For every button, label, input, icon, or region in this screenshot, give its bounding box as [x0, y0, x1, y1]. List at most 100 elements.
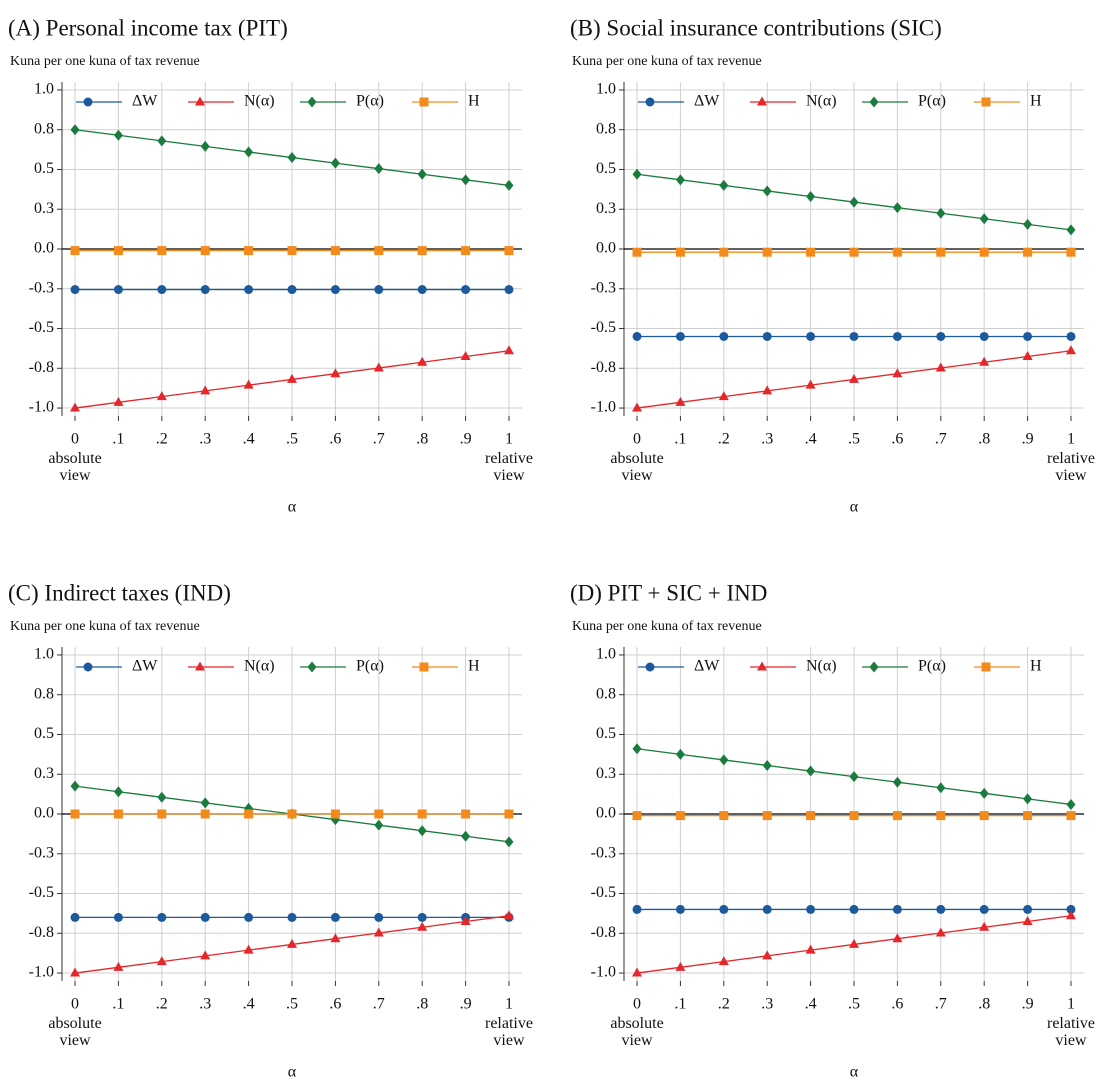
x-tick-label: .3 — [199, 996, 211, 1013]
marker — [1022, 351, 1033, 361]
marker — [244, 146, 254, 158]
y-tick-label: 0.3 — [34, 200, 54, 217]
marker — [70, 967, 81, 977]
x-tick-label: .9 — [1022, 431, 1034, 448]
marker — [419, 662, 429, 672]
legend-label: P(α) — [356, 658, 384, 675]
legend-label: ΔW — [694, 93, 720, 110]
marker — [419, 97, 429, 107]
marker — [157, 285, 167, 295]
x-tick-label: .7 — [935, 431, 947, 448]
marker — [981, 662, 991, 672]
panel-title: (A) Personal income tax (PIT) — [8, 15, 288, 40]
y-axis-label: Kuna per one kuna of tax revenue — [10, 54, 200, 69]
marker — [330, 368, 341, 378]
x-tick-label: .6 — [329, 996, 341, 1013]
marker — [1066, 331, 1076, 341]
x-tick-label: .1 — [674, 431, 686, 448]
marker — [892, 811, 902, 821]
y-tick-label: 0.5 — [596, 725, 616, 742]
marker — [461, 830, 471, 842]
marker — [762, 331, 772, 341]
marker — [244, 912, 254, 922]
marker — [287, 152, 297, 164]
marker — [113, 396, 124, 406]
y-axis-label: Kuna per one kuna of tax revenue — [10, 619, 200, 634]
x-tick-label: 1 — [1067, 996, 1075, 1013]
marker — [374, 912, 384, 922]
marker — [675, 961, 686, 971]
x-note: relative view — [484, 450, 533, 484]
marker — [979, 213, 989, 225]
y-tick-label: -0.3 — [591, 844, 616, 861]
x-tick-label: .1 — [674, 996, 686, 1013]
marker — [892, 776, 902, 788]
marker — [113, 129, 123, 141]
x-tick-label: .9 — [460, 431, 472, 448]
marker — [504, 836, 514, 848]
x-tick-label: .7 — [373, 996, 385, 1013]
marker — [461, 246, 471, 256]
marker — [892, 247, 902, 257]
marker — [287, 938, 297, 948]
marker — [806, 191, 816, 203]
marker — [936, 904, 946, 914]
marker — [374, 163, 384, 175]
y-tick-label: 0.0 — [596, 805, 616, 822]
y-tick-label: 1.0 — [596, 646, 616, 663]
marker — [287, 285, 297, 295]
marker — [806, 331, 816, 341]
y-axis-label: Kuna per one kuna of tax revenue — [572, 619, 762, 634]
legend-label: H — [468, 93, 480, 110]
x-tick-label: .2 — [718, 996, 730, 1013]
x-tick-label: 1 — [1067, 431, 1075, 448]
y-tick-label: 1.0 — [34, 81, 54, 98]
marker — [70, 124, 80, 136]
marker — [200, 950, 211, 960]
marker — [1065, 345, 1076, 355]
marker — [892, 933, 903, 943]
x-axis-label: α — [288, 499, 297, 516]
marker — [461, 809, 471, 819]
x-tick-label: 1 — [505, 996, 513, 1013]
marker — [195, 661, 205, 671]
marker — [1023, 331, 1033, 341]
marker — [935, 362, 946, 372]
marker — [936, 331, 946, 341]
marker — [503, 910, 514, 920]
marker — [849, 811, 859, 821]
marker — [849, 373, 859, 383]
marker — [979, 904, 989, 914]
x-tick-label: .2 — [156, 431, 168, 448]
y-tick-label: -1.0 — [591, 399, 616, 416]
marker — [417, 921, 428, 931]
x-note: absolute view — [610, 450, 664, 484]
marker — [417, 809, 427, 819]
marker — [113, 809, 123, 819]
panel-title: (D) PIT + SIC + IND — [570, 580, 767, 605]
marker — [718, 956, 729, 966]
x-tick-label: .9 — [460, 996, 472, 1013]
y-tick-label: 0.5 — [34, 725, 54, 742]
marker — [719, 754, 729, 766]
marker — [719, 331, 729, 341]
marker — [330, 246, 340, 256]
marker — [979, 921, 990, 931]
marker — [632, 743, 642, 755]
marker — [1023, 811, 1033, 821]
y-tick-label: -0.8 — [591, 359, 616, 376]
marker — [979, 247, 989, 257]
marker — [330, 809, 340, 819]
marker — [762, 811, 772, 821]
marker — [632, 247, 642, 257]
y-tick-label: -0.5 — [29, 319, 54, 336]
x-note-box: absolute view — [610, 450, 664, 484]
marker — [417, 912, 427, 922]
marker — [70, 285, 80, 295]
marker — [157, 912, 167, 922]
marker — [373, 927, 384, 937]
y-tick-label: -0.3 — [29, 844, 54, 861]
x-tick-label: 0 — [633, 431, 641, 448]
marker — [156, 956, 167, 966]
